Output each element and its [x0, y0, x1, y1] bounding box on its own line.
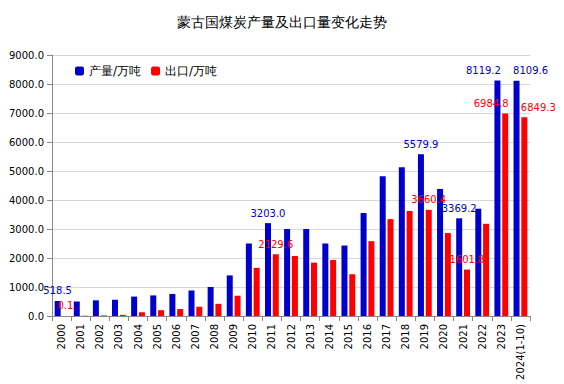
svg-text:2021: 2021 [458, 324, 469, 349]
svg-text:2000.0: 2000.0 [9, 253, 44, 264]
svg-text:蒙古国煤炭产量及出口量变化走势: 蒙古国煤炭产量及出口量变化走势 [177, 14, 387, 30]
svg-text:8000.0: 8000.0 [9, 79, 44, 90]
svg-text:2018: 2018 [400, 324, 411, 349]
svg-text:2013: 2013 [305, 324, 316, 349]
svg-text:2022: 2022 [477, 324, 488, 349]
svg-text:4000.0: 4000.0 [9, 195, 44, 206]
svg-text:出口/万吨: 出口/万吨 [165, 64, 217, 78]
svg-text:1000.0: 1000.0 [9, 282, 44, 293]
svg-text:2024(1-10): 2024(1-10) [515, 324, 526, 380]
svg-text:2015: 2015 [343, 324, 354, 349]
svg-text:3660.4: 3660.4 [411, 194, 446, 205]
svg-text:3000.0: 3000.0 [9, 224, 44, 235]
svg-text:6984.8: 6984.8 [474, 98, 509, 109]
svg-text:5579.9: 5579.9 [403, 139, 438, 150]
svg-text:3203.0: 3203.0 [250, 208, 285, 219]
svg-text:2010: 2010 [247, 324, 258, 349]
svg-text:2023: 2023 [496, 324, 507, 349]
svg-text:2007: 2007 [190, 324, 201, 349]
svg-text:2001: 2001 [75, 324, 86, 349]
svg-text:6000.0: 6000.0 [9, 137, 44, 148]
svg-text:2004: 2004 [133, 324, 144, 349]
svg-text:2020: 2020 [438, 324, 449, 349]
svg-text:2000: 2000 [56, 324, 67, 349]
svg-text:9000.0: 9000.0 [9, 50, 44, 61]
svg-text:2017: 2017 [381, 324, 392, 349]
svg-text:0.0: 0.0 [28, 311, 44, 322]
svg-text:2003: 2003 [113, 324, 124, 349]
svg-text:3369.2: 3369.2 [442, 203, 477, 214]
svg-text:8109.6: 8109.6 [513, 65, 548, 76]
svg-text:2008: 2008 [209, 324, 220, 349]
svg-text:2012: 2012 [286, 324, 297, 349]
svg-text:2006: 2006 [171, 324, 182, 349]
svg-text:2005: 2005 [152, 324, 163, 349]
svg-text:6849.3: 6849.3 [521, 102, 556, 113]
svg-text:2014: 2014 [324, 324, 335, 349]
svg-text:2009: 2009 [228, 324, 239, 349]
svg-text:2129.6: 2129.6 [258, 239, 293, 250]
svg-text:7000.0: 7000.0 [9, 108, 44, 119]
svg-text:2002: 2002 [94, 324, 105, 349]
svg-text:2019: 2019 [419, 324, 430, 349]
svg-text:2011: 2011 [266, 324, 277, 349]
svg-text:518.5: 518.5 [43, 285, 72, 296]
svg-text:0.1: 0.1 [58, 300, 74, 311]
svg-text:1601.8: 1601.8 [449, 254, 484, 265]
svg-text:产量/万吨: 产量/万吨 [89, 64, 141, 78]
svg-text:5000.0: 5000.0 [9, 166, 44, 177]
svg-text:8119.2: 8119.2 [466, 65, 501, 76]
svg-text:2016: 2016 [362, 324, 373, 349]
